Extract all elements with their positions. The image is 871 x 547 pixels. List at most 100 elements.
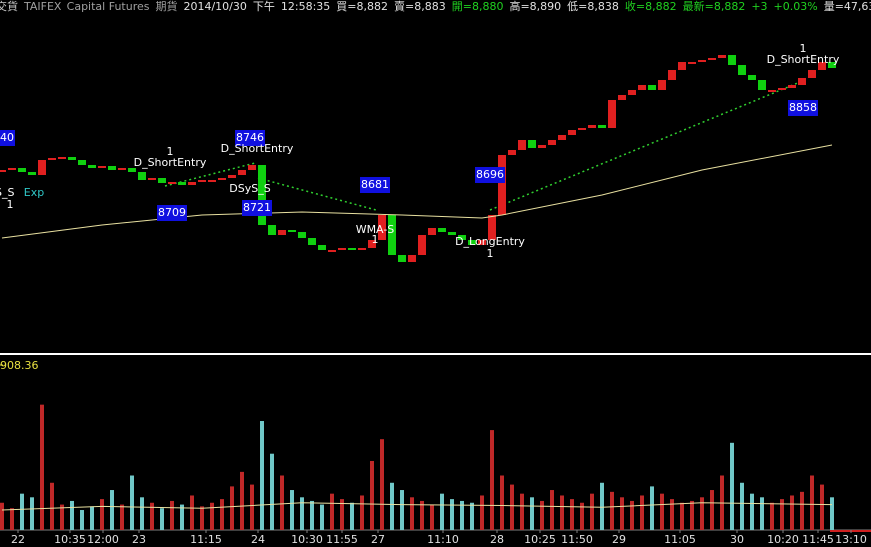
header-item: 收=8,882	[625, 0, 677, 13]
x-tick-label: 10:25	[524, 533, 556, 546]
candle	[518, 140, 526, 150]
volume-bar	[800, 491, 804, 530]
volume-bar	[670, 499, 674, 530]
volume-bar	[760, 497, 764, 530]
volume-bar	[320, 504, 324, 530]
volume-bar	[190, 495, 194, 530]
volume-bar	[350, 502, 354, 530]
candle	[628, 90, 636, 95]
candle	[128, 168, 136, 172]
volume-bar	[280, 475, 284, 530]
header-item: +0.03%	[774, 0, 818, 13]
candle	[258, 165, 266, 225]
price-label-box	[157, 205, 187, 221]
volume-bar	[470, 502, 474, 530]
trend-line	[489, 79, 806, 211]
volume-bar	[150, 502, 154, 530]
signal-label: 1	[487, 247, 494, 260]
x-tick-label: 29	[612, 533, 626, 546]
volume-bar	[600, 482, 604, 530]
price-label: 8858	[789, 101, 817, 114]
header-item: 量=47,632	[824, 0, 871, 13]
x-tick-label: 11:45	[802, 533, 834, 546]
candle	[478, 240, 486, 245]
volume-bar	[580, 502, 584, 530]
volume-bar	[100, 499, 104, 530]
candle	[398, 255, 406, 262]
signal-label: D_ShortEntry	[134, 156, 207, 169]
candle	[658, 80, 666, 90]
volume-bar	[750, 493, 754, 530]
candle	[608, 100, 616, 128]
candle	[748, 75, 756, 80]
volume-bar	[650, 486, 654, 530]
x-tick-label: 11:15	[190, 533, 222, 546]
candle	[138, 172, 146, 180]
candle	[618, 95, 626, 100]
volume-bar	[270, 453, 274, 530]
price-label: 8696	[476, 168, 504, 181]
candle	[208, 180, 216, 182]
price-label-box	[242, 200, 272, 216]
candle	[538, 145, 546, 148]
candle	[108, 166, 116, 170]
volume-bar	[400, 490, 404, 530]
price-label-box	[0, 130, 15, 146]
candle	[88, 165, 96, 168]
volume-bar	[360, 495, 364, 530]
candle	[98, 166, 106, 168]
candle	[188, 182, 196, 185]
candle	[438, 228, 446, 232]
volume-bar	[290, 490, 294, 530]
volume-bar	[80, 510, 84, 530]
volume-bar	[460, 500, 464, 530]
volume-bar	[130, 475, 134, 530]
candle	[278, 230, 286, 235]
volume-bar	[680, 502, 684, 530]
volume-bar	[450, 499, 454, 530]
volume-bar	[610, 491, 614, 530]
volume-bar	[160, 508, 164, 530]
volume-bar	[370, 460, 374, 530]
candle	[768, 90, 776, 92]
volume-bar	[710, 490, 714, 530]
signal-label: Exp	[24, 186, 44, 199]
candle	[488, 215, 496, 240]
volume-bar	[260, 421, 264, 530]
candle	[198, 180, 206, 182]
volume-bar	[620, 497, 624, 530]
candle	[528, 140, 536, 148]
volume-bar	[210, 502, 214, 530]
candle	[218, 178, 226, 180]
volume-bar	[690, 500, 694, 530]
header-item: 期貨	[155, 0, 177, 13]
candle	[298, 232, 306, 238]
volume-bar	[0, 502, 4, 530]
candle	[178, 182, 186, 185]
candle	[718, 55, 726, 58]
volume-bar	[60, 504, 64, 530]
candle	[798, 78, 806, 85]
candle	[648, 85, 656, 90]
candle	[788, 85, 796, 88]
candle	[678, 62, 686, 70]
volume-bar	[220, 499, 224, 530]
candle	[168, 182, 176, 184]
x-tick-label: 22	[11, 533, 25, 546]
price-label: 8746	[236, 131, 264, 144]
volume-bar	[390, 482, 394, 530]
volume-bar	[230, 486, 234, 530]
candle	[28, 172, 36, 175]
signal-label: D_ShortEntry	[221, 142, 294, 155]
x-tick-label: 11:50	[561, 533, 593, 546]
x-tick-label: 11:05	[664, 533, 696, 546]
volume-bar	[410, 497, 414, 530]
candle	[388, 215, 396, 255]
candle	[8, 168, 16, 170]
volume-bar	[770, 502, 774, 530]
candle	[668, 70, 676, 80]
candle	[38, 160, 46, 175]
volume-bar	[490, 430, 494, 530]
